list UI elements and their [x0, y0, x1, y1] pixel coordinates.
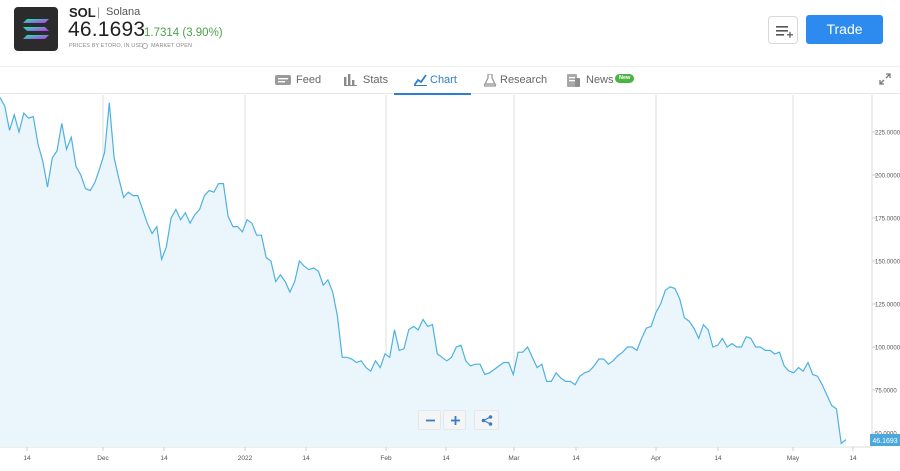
- clock-icon: [142, 43, 148, 49]
- y-tick-label: 100.0000: [875, 346, 900, 352]
- x-tick-label: 14: [714, 455, 722, 462]
- x-tick-label: 14: [442, 455, 450, 462]
- x-tick-label: Mar: [508, 455, 520, 462]
- tab-stats-label: Stats: [363, 74, 389, 86]
- y-tick-label: 125.0000: [875, 303, 900, 309]
- x-tick-label: 14: [572, 455, 580, 462]
- tab-feed[interactable]: Feed: [275, 67, 325, 94]
- list-add-button[interactable]: [768, 16, 798, 44]
- x-tick-label: 14: [849, 455, 857, 462]
- feed-icon: [275, 75, 291, 85]
- x-tick-label: 2022: [238, 455, 253, 462]
- tab-feed-label: Feed: [296, 74, 322, 86]
- x-tick-label: Feb: [380, 455, 392, 462]
- zoom-out-button[interactable]: [418, 410, 441, 430]
- current-value-label: 46.1693: [872, 438, 897, 445]
- instrument-tabs: Feed Stats Chart Research News New: [0, 66, 900, 95]
- price-line: [0, 97, 847, 445]
- tab-news-label: News: [586, 74, 614, 86]
- solana-logo: [14, 7, 58, 51]
- price-change: 1.7314 (3.90%): [144, 27, 223, 39]
- tab-chart-label: Chart: [430, 74, 457, 86]
- y-tick-label: 225.0000: [875, 131, 900, 137]
- y-tick-label: 75.0000: [875, 389, 897, 395]
- zoom-in-button[interactable]: [443, 410, 466, 430]
- market-status: MARKET OPEN: [151, 43, 193, 49]
- tab-research[interactable]: Research: [484, 67, 548, 94]
- price-chart[interactable]: 225.0000 200.0000 175.0000 150.0000 125.0000…: [0, 95, 900, 471]
- share-icon: [481, 415, 493, 426]
- x-tick-label: May: [787, 455, 800, 462]
- y-tick-label: 175.0000: [875, 217, 900, 223]
- tab-research-label: Research: [500, 74, 548, 86]
- title-separator: |: [97, 5, 101, 19]
- tab-stats[interactable]: Stats: [344, 67, 389, 94]
- expand-icon[interactable]: [879, 73, 891, 85]
- instrument-symbol: SOL: [69, 5, 96, 20]
- y-tick-label: 150.0000: [875, 260, 900, 266]
- x-tick-label: 14: [160, 455, 168, 462]
- share-button[interactable]: [474, 410, 499, 430]
- tab-news[interactable]: News New: [567, 67, 639, 94]
- trade-button[interactable]: Trade: [806, 15, 883, 44]
- price-area: [0, 97, 846, 447]
- x-tick-label: 14: [302, 455, 310, 462]
- list-add-icon: [776, 26, 793, 38]
- x-tick-label: 14: [23, 455, 31, 462]
- tab-chart[interactable]: Chart: [394, 67, 471, 95]
- x-tick-label: Apr: [651, 455, 662, 462]
- plus-icon: [451, 416, 460, 425]
- prices-note: PRICES BY ETORO, IN USD: [69, 43, 144, 49]
- news-icon: [567, 74, 580, 87]
- instrument-name: Solana: [106, 6, 141, 18]
- bar-chart-icon: [344, 74, 357, 86]
- flask-icon: [484, 74, 496, 87]
- y-tick-label: 200.0000: [875, 174, 900, 180]
- instrument-header: SOL | Solana 46.1693 1.7314 (3.90%) PRIC…: [0, 0, 900, 66]
- line-chart-icon: [414, 74, 427, 86]
- minus-icon: [426, 419, 435, 422]
- new-badge: New: [615, 74, 635, 83]
- current-price: 46.1693: [68, 18, 146, 41]
- x-tick-label: Dec: [97, 455, 109, 462]
